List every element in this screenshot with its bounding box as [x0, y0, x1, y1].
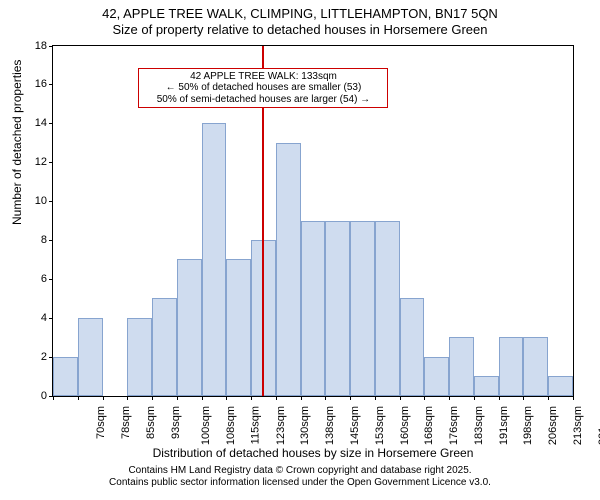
- x-tick-mark: [226, 396, 227, 400]
- histogram-bar: [523, 337, 548, 395]
- x-tick-label: 168sqm: [423, 406, 435, 445]
- x-tick-label: 160sqm: [399, 406, 411, 445]
- x-tick-mark: [400, 396, 401, 400]
- x-tick-mark: [251, 396, 252, 400]
- x-tick-label: 206sqm: [547, 406, 559, 445]
- x-tick-label: 70sqm: [95, 406, 107, 439]
- y-tick-mark: [49, 162, 53, 163]
- y-tick-mark: [49, 84, 53, 85]
- x-tick-label: 183sqm: [473, 406, 485, 445]
- x-tick-label: 176sqm: [448, 406, 460, 445]
- y-tick-label: 12: [35, 156, 47, 168]
- y-tick-label: 8: [41, 234, 47, 246]
- histogram-plot: 02468101214161870sqm78sqm85sqm93sqm100sq…: [52, 45, 574, 397]
- x-tick-mark: [202, 396, 203, 400]
- histogram-bar: [424, 357, 449, 396]
- histogram-bar: [276, 143, 301, 396]
- x-tick-label: 85sqm: [145, 406, 157, 439]
- histogram-bar: [449, 337, 474, 395]
- histogram-bar: [400, 298, 425, 395]
- annotation-line: 50% of semi-detached houses are larger (…: [143, 94, 383, 106]
- x-tick-label: 108sqm: [225, 406, 237, 445]
- y-tick-label: 14: [35, 117, 47, 129]
- x-tick-label: 93sqm: [170, 406, 182, 439]
- y-tick-mark: [49, 318, 53, 319]
- x-tick-mark: [127, 396, 128, 400]
- histogram-bar: [127, 318, 152, 396]
- histogram-bar: [152, 298, 177, 395]
- x-tick-label: 78sqm: [120, 406, 132, 439]
- y-tick-mark: [49, 240, 53, 241]
- y-tick-label: 6: [41, 273, 47, 285]
- histogram-bar: [325, 221, 350, 396]
- title-line1: 42, APPLE TREE WALK, CLIMPING, LITTLEHAM…: [0, 6, 600, 22]
- x-tick-label: 130sqm: [300, 406, 312, 445]
- x-tick-mark: [103, 396, 104, 400]
- x-tick-mark: [573, 396, 574, 400]
- x-tick-mark: [276, 396, 277, 400]
- histogram-bar: [53, 357, 78, 396]
- x-tick-mark: [499, 396, 500, 400]
- x-tick-label: 115sqm: [249, 406, 261, 444]
- caption-line2: Contains public sector information licen…: [0, 477, 600, 489]
- x-tick-mark: [449, 396, 450, 400]
- title-line2: Size of property relative to detached ho…: [0, 22, 600, 38]
- x-tick-mark: [350, 396, 351, 400]
- x-tick-label: 145sqm: [349, 406, 361, 445]
- y-tick-mark: [49, 46, 53, 47]
- x-axis-label: Distribution of detached houses by size …: [53, 446, 573, 460]
- histogram-bar: [499, 337, 524, 395]
- x-tick-mark: [523, 396, 524, 400]
- annotation-box: 42 APPLE TREE WALK: 133sqm← 50% of detac…: [138, 68, 388, 109]
- histogram-bar: [177, 259, 202, 395]
- x-tick-label: 100sqm: [201, 406, 213, 445]
- x-tick-label: 191sqm: [498, 406, 510, 445]
- x-tick-label: 213sqm: [572, 406, 584, 445]
- y-tick-label: 18: [35, 40, 47, 52]
- x-tick-mark: [424, 396, 425, 400]
- histogram-bar: [474, 376, 499, 395]
- x-tick-mark: [375, 396, 376, 400]
- x-tick-mark: [474, 396, 475, 400]
- x-tick-mark: [325, 396, 326, 400]
- x-tick-mark: [548, 396, 549, 400]
- y-tick-label: 10: [35, 195, 47, 207]
- x-tick-label: 123sqm: [275, 406, 287, 445]
- x-tick-mark: [301, 396, 302, 400]
- y-tick-mark: [49, 123, 53, 124]
- y-axis-label: Number of detached properties: [10, 60, 24, 225]
- caption-line1: Contains HM Land Registry data © Crown c…: [0, 465, 600, 477]
- histogram-bar: [350, 221, 375, 396]
- chart-title-block: 42, APPLE TREE WALK, CLIMPING, LITTLEHAM…: [0, 0, 600, 39]
- x-tick-mark: [53, 396, 54, 400]
- x-tick-mark: [152, 396, 153, 400]
- histogram-bar: [226, 259, 251, 395]
- histogram-bar: [548, 376, 573, 395]
- y-tick-mark: [49, 279, 53, 280]
- histogram-bar: [375, 221, 400, 396]
- chart-caption: Contains HM Land Registry data © Crown c…: [0, 465, 600, 489]
- x-tick-mark: [78, 396, 79, 400]
- y-tick-label: 2: [41, 351, 47, 363]
- y-tick-label: 16: [35, 78, 47, 90]
- y-tick-mark: [49, 201, 53, 202]
- x-tick-mark: [177, 396, 178, 400]
- y-tick-label: 4: [41, 312, 47, 324]
- histogram-bar: [78, 318, 103, 396]
- annotation-line: ← 50% of detached houses are smaller (53…: [143, 82, 383, 94]
- histogram-bar: [301, 221, 326, 396]
- x-tick-label: 153sqm: [374, 406, 386, 445]
- annotation-line: 42 APPLE TREE WALK: 133sqm: [143, 71, 383, 83]
- y-tick-label: 0: [41, 390, 47, 402]
- x-tick-label: 138sqm: [324, 406, 336, 445]
- x-tick-label: 198sqm: [522, 406, 534, 445]
- histogram-bar: [202, 123, 227, 395]
